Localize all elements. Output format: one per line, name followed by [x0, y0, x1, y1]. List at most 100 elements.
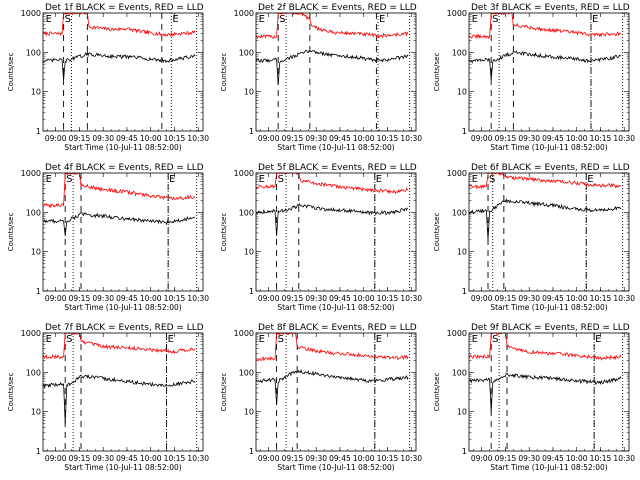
plot-frame	[255, 12, 417, 132]
marker-letter-e: E	[46, 14, 52, 25]
x-tick-label: 09:15	[495, 134, 517, 143]
x-tick-label: 09:15	[495, 294, 517, 303]
panel-det-4: Det 4f BLACK = Events, RED = LLD Counts/s…	[7, 163, 209, 312]
panel-title: Det 5f BLACK = Events, RED = LLD	[258, 163, 417, 173]
x-tick-label: 09:45	[542, 294, 564, 303]
x-tick-label: 09:00	[471, 134, 493, 143]
panel-title: Det 9f BLACK = Events, RED = LLD	[471, 323, 630, 333]
x-tick-label: 09:00	[45, 454, 67, 463]
marker-letter-e: E	[46, 174, 52, 185]
x-tick-label: 10:15	[164, 454, 186, 463]
panel-det-2: Det 2f BLACK = Events, RED = LLD Counts/s…	[220, 3, 422, 152]
series-events-line	[255, 49, 409, 85]
plot-frame	[42, 332, 204, 452]
panel-title: Det 8f BLACK = Events, RED = LLD	[258, 323, 417, 333]
marker-letter-s: S	[66, 334, 72, 345]
x-tick-label: 10:00	[140, 454, 162, 463]
y-tick-label: 100	[452, 368, 467, 377]
marker-letter-e: E	[376, 334, 382, 345]
y-tick-label: 1	[249, 447, 254, 456]
x-tick-label: 10:00	[566, 134, 588, 143]
y-axis-label: Counts/sec	[220, 373, 228, 412]
y-tick-label: 1	[462, 287, 467, 296]
x-tick-label: 10:00	[353, 134, 375, 143]
marker-letter-s: S	[492, 334, 498, 345]
marker-letter-e: E	[472, 174, 478, 185]
plot-frame	[255, 172, 417, 292]
x-axis-label: Start Time (10-Jul-11 08:52:00)	[490, 463, 607, 472]
marker-letter-e: E	[259, 14, 265, 25]
x-tick-label: 10:30	[613, 454, 635, 463]
y-tick-label: 100	[452, 48, 467, 57]
y-tick-label: 100	[452, 208, 467, 217]
y-tick-label: 100	[26, 368, 41, 377]
x-tick-label: 10:30	[400, 134, 422, 143]
y-tick-label: 1000	[234, 169, 254, 178]
x-tick-label: 10:00	[566, 294, 588, 303]
series-events-line	[42, 373, 196, 424]
marker-letter-e: E	[379, 14, 385, 25]
panel-det-5: Det 5f BLACK = Events, RED = LLD Counts/s…	[220, 163, 422, 312]
x-tick-label: 09:45	[542, 134, 564, 143]
y-tick-label: 10	[244, 88, 254, 97]
y-axis-label: Counts/sec	[7, 373, 15, 412]
y-tick-label: 10	[31, 248, 41, 257]
series-events-line	[468, 198, 622, 240]
marker-letter-s: S	[492, 14, 498, 25]
panel-det-1: Det 1f BLACK = Events, RED = LLD Counts/s…	[7, 3, 209, 152]
marker-letter-s: S	[65, 14, 71, 25]
marker-letter-e: E	[172, 14, 178, 25]
x-tick-label: 10:00	[140, 134, 162, 143]
y-tick-label: 10	[457, 248, 467, 257]
panel-title: Det 6f BLACK = Events, RED = LLD	[471, 163, 630, 173]
marker-letter-e: E	[259, 334, 265, 345]
x-tick-label: 09:45	[116, 134, 138, 143]
y-tick-label: 1	[36, 447, 41, 456]
y-tick-label: 10	[457, 408, 467, 417]
x-tick-label: 09:00	[258, 294, 280, 303]
panel-det-8: Det 8f BLACK = Events, RED = LLD Counts/s…	[220, 323, 422, 472]
y-tick-label: 1000	[447, 9, 467, 18]
marker-letter-e: E	[168, 334, 174, 345]
x-tick-label: 09:45	[116, 454, 138, 463]
x-tick-label: 10:00	[353, 454, 375, 463]
y-tick-label: 1000	[234, 329, 254, 338]
panel-title: Det 4f BLACK = Events, RED = LLD	[45, 163, 204, 173]
y-tick-label: 1	[36, 287, 41, 296]
y-tick-label: 1	[249, 127, 254, 136]
marker-letter-s: S	[489, 174, 495, 185]
marker-letter-e: E	[46, 334, 52, 345]
y-tick-label: 1000	[447, 169, 467, 178]
x-tick-label: 10:30	[187, 294, 209, 303]
x-axis-label: Start Time (10-Jul-11 08:52:00)	[277, 303, 394, 312]
y-tick-label: 1	[249, 287, 254, 296]
panel-det-6: Det 6f BLACK = Events, RED = LLD Counts/s…	[433, 163, 635, 312]
x-tick-label: 10:30	[613, 294, 635, 303]
x-tick-label: 09:45	[542, 454, 564, 463]
y-axis-label: Counts/sec	[7, 213, 15, 252]
x-tick-label: 10:30	[400, 454, 422, 463]
x-tick-label: 09:15	[495, 454, 517, 463]
series-events-line	[255, 203, 409, 237]
marker-letter-e: E	[595, 334, 601, 345]
y-tick-label: 1	[462, 127, 467, 136]
marker-letter-e: E	[592, 14, 598, 25]
x-tick-label: 09:00	[258, 454, 280, 463]
x-tick-label: 09:45	[329, 454, 351, 463]
panel-det-9: Det 9f BLACK = Events, RED = LLD Counts/s…	[433, 323, 635, 472]
x-tick-label: 10:15	[164, 294, 186, 303]
plot-frame	[42, 172, 204, 292]
x-tick-label: 10:00	[140, 294, 162, 303]
plot-frame	[468, 332, 630, 452]
y-axis-label: Counts/sec	[220, 213, 228, 252]
x-tick-label: 09:30	[518, 134, 540, 143]
plot-frame	[255, 332, 417, 452]
y-tick-label: 100	[26, 208, 41, 217]
marker-letter-e: E	[376, 174, 382, 185]
x-tick-label: 09:15	[69, 294, 91, 303]
x-tick-label: 09:30	[305, 454, 327, 463]
x-tick-label: 10:15	[377, 454, 399, 463]
marker-letter-e: E	[259, 174, 265, 185]
y-axis-label: Counts/sec	[220, 53, 228, 92]
y-axis-label: Counts/sec	[433, 373, 441, 412]
